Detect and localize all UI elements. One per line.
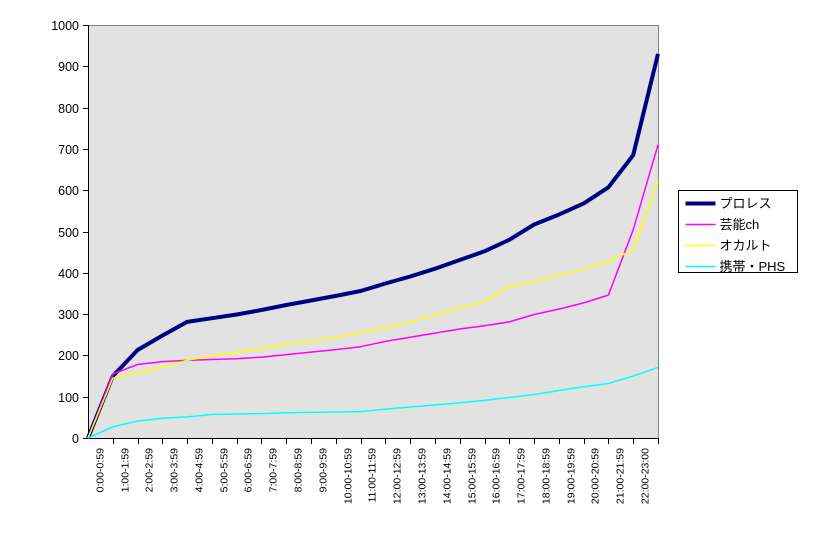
x-axis-label: 16:00-16:59 [491, 448, 503, 504]
y-axis-label: 0 [72, 432, 79, 446]
x-axis-label: 6:00-6:59 [243, 448, 255, 493]
x-axis-label: 10:00-10:59 [343, 448, 355, 504]
plot-area [88, 25, 659, 439]
legend-label-2: オカルト [720, 238, 772, 253]
x-axis-label: 14:00-14:59 [442, 448, 454, 504]
x-axis-label: 1:00-1:59 [120, 448, 132, 493]
y-axis-label: 900 [58, 60, 79, 74]
legend-label-3: 携帯・PHS [720, 259, 786, 274]
x-axis-label: 18:00-18:59 [541, 448, 553, 504]
y-axis-label: 500 [58, 226, 79, 240]
x-axis-label: 8:00-8:59 [293, 448, 305, 493]
x-axis-label: 17:00-17:59 [516, 448, 528, 504]
x-axis-label: 11:00-11:59 [367, 448, 379, 503]
series-line-2 [87, 181, 659, 439]
x-axis-label: 2:00-2:59 [144, 448, 156, 493]
x-axis-label: 12:00-12:59 [392, 448, 404, 504]
x-axis-label: 20:00-20:59 [590, 448, 602, 504]
x-axis-label: 21:00-21:59 [615, 448, 627, 504]
y-axis-label: 400 [58, 267, 79, 281]
x-axis-label: 0:00-0:59 [95, 448, 107, 493]
series-line-3 [87, 366, 659, 439]
y-axis-label: 600 [58, 184, 79, 198]
x-axis-label: 9:00-9:59 [318, 448, 330, 493]
y-axis-label: 700 [58, 143, 79, 157]
x-axis-label: 15:00-15:59 [467, 448, 479, 504]
y-axis-label: 100 [58, 391, 79, 405]
y-axis-label: 300 [58, 308, 79, 322]
series-line-0 [86, 53, 660, 439]
x-axis-label: 19:00-19:59 [566, 448, 578, 504]
x-axis-label: 22:00-23:00 [640, 448, 652, 504]
series-line-1 [87, 144, 659, 439]
x-axis-label: 5:00-5:59 [219, 448, 231, 493]
x-axis-label: 3:00-3:59 [169, 448, 181, 493]
y-axis-label: 1000 [51, 19, 79, 33]
x-axis-label: 13:00-13:59 [417, 448, 429, 504]
x-axis-label: 7:00-7:59 [268, 448, 280, 493]
legend-label-0: プロレス [720, 196, 772, 211]
y-axis-label: 200 [58, 349, 79, 363]
x-axis-label: 4:00-4:59 [194, 448, 206, 493]
y-axis-label: 800 [58, 102, 79, 116]
legend-label-1: 芸能ch [720, 217, 760, 232]
